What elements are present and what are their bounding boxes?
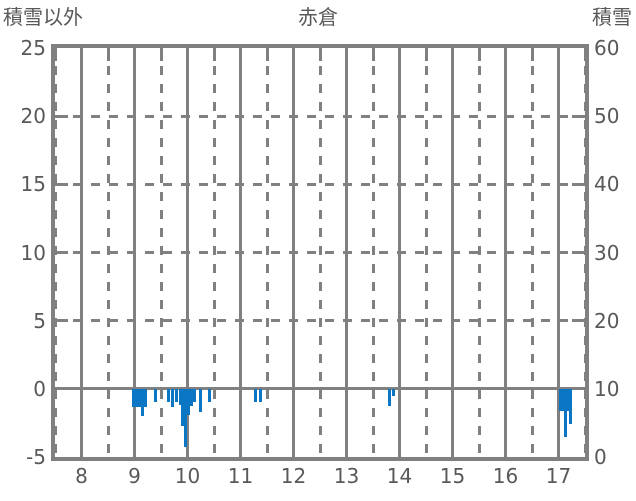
- right-axis-tick-label: 30: [594, 240, 620, 265]
- x-tick-top: [451, 48, 454, 61]
- x-tick-top: [55, 48, 57, 61]
- plot-area: [51, 44, 589, 461]
- x-axis-tick-label: 14: [386, 464, 413, 488]
- bar: [140, 388, 144, 417]
- x-axis-tick-labels: 8 9 10 11 12 13 14 15 16 17: [0, 466, 636, 501]
- x-tick-top: [504, 48, 507, 61]
- bar: [135, 388, 139, 408]
- chart-title: 赤倉: [298, 5, 338, 29]
- x-tick-top: [133, 48, 136, 61]
- bar: [391, 388, 395, 397]
- horizontal-gridline: [55, 182, 585, 186]
- x-tick-top: [265, 48, 269, 61]
- right-axis-title: 積雪: [592, 5, 632, 29]
- x-tick-top: [583, 48, 585, 61]
- x-tick-top: [212, 48, 216, 61]
- x-axis-tick-label: 9: [128, 464, 141, 488]
- right-axis-tick-label: 40: [594, 172, 620, 197]
- y-tick: [55, 114, 68, 118]
- zero-line: [55, 387, 585, 391]
- x-tick-top: [318, 48, 322, 61]
- left-axis-tick-label: 10: [20, 240, 46, 265]
- bar: [174, 388, 178, 402]
- left-axis-title: 積雪以外: [3, 5, 83, 29]
- x-tick-top: [292, 48, 295, 61]
- right-axis-tick-label: 20: [594, 308, 620, 333]
- bar: [564, 388, 568, 437]
- x-axis-tick-label: 10: [174, 464, 201, 488]
- x-axis-tick-label: 17: [545, 464, 572, 488]
- right-axis-tick-labels: 0 10 20 30 40 50 60: [594, 0, 636, 501]
- bar: [171, 388, 175, 407]
- bar: [186, 388, 190, 415]
- x-tick-top: [106, 48, 110, 61]
- right-axis-tick-label: 10: [594, 376, 620, 401]
- right-axis-tick-label: 0: [594, 445, 607, 469]
- bar: [259, 388, 263, 402]
- bar: [189, 388, 193, 406]
- x-axis-tick-label: 8: [75, 464, 88, 488]
- x-tick-top: [530, 48, 534, 61]
- horizontal-gridline: [55, 114, 585, 118]
- x-tick-top: [159, 48, 163, 61]
- right-axis-tick-label: 50: [594, 104, 620, 129]
- left-axis-tick-label: -5: [26, 445, 46, 469]
- bar: [198, 388, 202, 412]
- bar: [183, 388, 187, 448]
- bar: [138, 388, 142, 408]
- horizontal-gridline: [55, 251, 585, 254]
- bar: [178, 388, 182, 406]
- y-tick: [572, 114, 585, 118]
- left-axis-tick-label: 25: [20, 36, 46, 60]
- x-tick-top: [371, 48, 375, 61]
- left-axis-tick-label: 0: [33, 376, 46, 401]
- right-axis-tick-label: 60: [594, 36, 620, 60]
- left-axis-tick-label: 15: [20, 172, 46, 197]
- bar: [144, 388, 148, 408]
- y-tick: [572, 387, 585, 391]
- x-axis-tick-label: 13: [333, 464, 360, 488]
- x-tick-top: [186, 48, 189, 61]
- horizontal-gridline: [55, 319, 585, 323]
- bar: [192, 388, 196, 402]
- x-axis-tick-label: 12: [280, 464, 307, 488]
- y-tick: [55, 182, 68, 186]
- left-axis-tick-label: 5: [33, 308, 46, 333]
- x-axis-tick-label: 11: [227, 464, 254, 488]
- y-tick: [55, 387, 68, 391]
- left-axis-tick-labels: -5 0 5 10 15 20 25: [0, 0, 46, 501]
- x-tick-top: [398, 48, 401, 61]
- x-tick-top: [424, 48, 428, 61]
- y-tick: [572, 251, 585, 254]
- bar: [154, 388, 158, 402]
- x-tick-top: [239, 48, 242, 61]
- bar: [558, 388, 570, 411]
- x-tick-top: [557, 48, 560, 61]
- bar: [208, 388, 212, 402]
- bar: [253, 388, 257, 402]
- x-axis-tick-label: 15: [439, 464, 466, 488]
- bar: [166, 388, 170, 402]
- bar: [181, 388, 185, 426]
- y-tick: [55, 319, 68, 323]
- y-tick: [55, 251, 68, 254]
- y-tick: [572, 319, 585, 323]
- left-axis-tick-label: 20: [20, 104, 46, 129]
- x-tick-top: [345, 48, 348, 61]
- bar: [568, 388, 572, 425]
- x-tick-top: [80, 48, 83, 61]
- x-axis-tick-label: 16: [492, 464, 519, 488]
- y-tick: [572, 182, 585, 186]
- bar: [131, 388, 135, 408]
- plot-inner: [55, 48, 585, 457]
- x-tick-top: [477, 48, 481, 61]
- bar: [388, 388, 392, 406]
